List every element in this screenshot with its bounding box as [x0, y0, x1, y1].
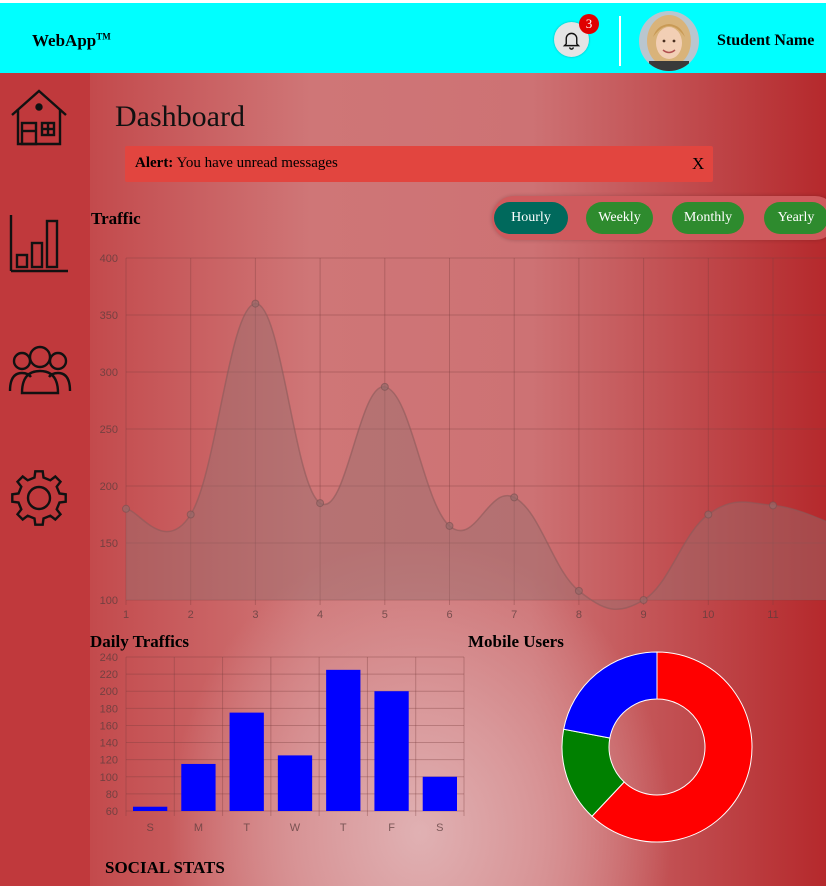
bar: [181, 763, 216, 811]
bar: [374, 691, 409, 811]
alert-banner: Alert: You have unread messages X: [125, 146, 713, 182]
y-tick-label: 300: [100, 367, 118, 379]
y-tick-label: 140: [100, 738, 118, 750]
x-tick-label: W: [290, 822, 301, 834]
mobile-users-donut-chart: [561, 651, 753, 843]
traffic-data-point: [510, 493, 519, 502]
traffic-data-point: [574, 586, 583, 595]
traffic-data-point: [186, 510, 195, 519]
traffic-data-point: [316, 499, 325, 508]
sidebar-item-users[interactable]: [8, 341, 72, 404]
bell-icon: [562, 32, 581, 50]
y-tick-label: 80: [106, 789, 118, 801]
alert-label: Alert:: [135, 155, 174, 171]
mobile-users-title: Mobile Users: [468, 632, 564, 651]
sidebar-item-settings[interactable]: [8, 467, 70, 534]
x-tick-label: T: [243, 822, 250, 834]
user-name[interactable]: Student Name: [717, 32, 815, 49]
traffic-area-fill: [126, 303, 826, 610]
traffic-data-point: [122, 504, 130, 513]
x-tick-label: 7: [511, 609, 517, 621]
x-tick-label: 1: [123, 609, 129, 621]
main-content: Dashboard Alert: You have unread message…: [90, 73, 826, 886]
tab-hourly[interactable]: Hourly: [494, 202, 568, 234]
x-tick-label: F: [388, 822, 395, 834]
y-tick-label: 150: [100, 538, 118, 550]
sidebar: [0, 73, 90, 886]
users-icon: [8, 345, 72, 395]
x-tick-label: 4: [317, 609, 323, 621]
bar: [277, 755, 313, 811]
donut-slice: [591, 651, 753, 843]
top-header: WebAppTM 3 Student Name: [0, 3, 826, 73]
y-tick-label: 350: [100, 310, 118, 322]
traffic-data-point: [251, 299, 260, 308]
y-tick-label: 100: [100, 772, 118, 784]
daily-traffics-title: Daily Traffics: [90, 632, 189, 651]
traffic-data-point: [769, 501, 777, 510]
bar: [326, 669, 361, 811]
traffic-data-point: [639, 596, 648, 604]
tab-weekly[interactable]: Weekly: [586, 202, 653, 234]
avatar[interactable]: [639, 11, 699, 71]
traffic-line-chart: 100 150 200 250 300 350 400 1 2 3 4 5 6 7 8 9 10 11: [100, 253, 826, 621]
y-tick-label: 100: [100, 595, 118, 607]
traffic-series-line: [125, 302, 826, 610]
y-tick-label: 120: [100, 755, 118, 767]
brand-name: WebApp: [32, 31, 97, 50]
y-tick-label: 200: [100, 481, 118, 493]
traffic-title: Traffic: [91, 209, 141, 228]
y-tick-label: 60: [106, 806, 118, 818]
x-tick-label: S: [146, 822, 153, 834]
y-tick-label: 200: [100, 686, 118, 698]
bar: [229, 712, 264, 811]
tab-yearly[interactable]: Yearly: [764, 202, 826, 234]
y-tick-label: 220: [100, 669, 118, 681]
social-stats-title: SOCIAL STATS: [105, 858, 225, 877]
bar-chart-icon: [9, 215, 68, 273]
bar: [133, 806, 168, 811]
daily-traffic-bar-chart: 60 80 100 120 140 160 180 200 220 240 S M T W T F S: [100, 652, 465, 834]
gear-icon: [11, 470, 67, 526]
traffic-data-point: [445, 521, 454, 530]
header-divider: [619, 16, 621, 66]
alert-message: You have unread messages: [176, 155, 338, 171]
y-tick-label: 180: [100, 703, 118, 715]
traffic-data-point: [704, 510, 713, 519]
bar: [422, 776, 457, 811]
sidebar-item-home[interactable]: [8, 87, 70, 152]
x-tick-label: 10: [702, 609, 714, 621]
x-tick-label: 2: [188, 609, 194, 621]
donut-slice: [563, 651, 658, 739]
x-tick-label: 6: [446, 609, 452, 621]
x-tick-label: 11: [767, 609, 778, 621]
y-tick-label: 400: [100, 253, 118, 265]
y-tick-label: 160: [100, 720, 118, 732]
traffic-data-point: [380, 382, 389, 391]
tab-monthly[interactable]: Monthly: [672, 202, 744, 234]
sidebar-item-reports[interactable]: [8, 213, 70, 280]
home-icon: [11, 89, 67, 146]
x-tick-label: T: [340, 822, 347, 834]
x-tick-label: 3: [252, 609, 258, 621]
brand-logo[interactable]: WebAppTM: [32, 31, 111, 51]
x-tick-label: M: [194, 822, 203, 834]
y-tick-label: 240: [100, 652, 118, 664]
x-tick-label: 9: [641, 609, 647, 621]
y-tick-label: 250: [100, 424, 118, 436]
traffic-tabs: Hourly Weekly Monthly Yearly: [492, 196, 826, 240]
x-tick-label: S: [436, 822, 443, 834]
notification-badge: 3: [579, 14, 599, 34]
x-tick-label: 8: [576, 609, 582, 621]
trademark-mark: TM: [96, 31, 111, 42]
page-title: Dashboard: [115, 100, 245, 133]
x-tick-label: 5: [382, 609, 388, 621]
alert-close-button[interactable]: X: [692, 154, 705, 173]
